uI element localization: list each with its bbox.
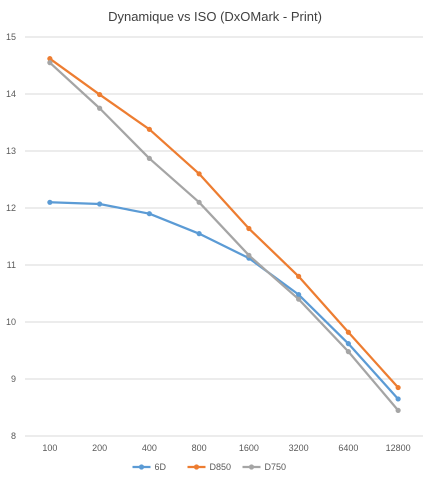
data-point [296, 273, 302, 279]
legend-item-d850: D850 [187, 462, 232, 472]
data-point [97, 201, 103, 207]
data-point [345, 329, 351, 335]
x-tick-label: 12800 [386, 443, 411, 453]
data-point [246, 225, 252, 232]
plot-area [47, 56, 401, 413]
chart-title: Dynamique vs ISO (DxOMark - Print) [108, 9, 322, 24]
series-line [48, 57, 400, 389]
chart-grid [25, 36, 423, 437]
data-point [345, 349, 351, 355]
data-point [47, 56, 53, 62]
data-point [146, 126, 152, 132]
legend-marker [248, 464, 255, 470]
series-6d [47, 199, 401, 402]
data-point [97, 105, 103, 111]
data-point [395, 407, 401, 413]
y-tick-label: 11 [7, 260, 16, 270]
data-point [97, 91, 103, 98]
x-tick-label: 400 [142, 443, 157, 453]
legend-label: D750 [265, 462, 287, 472]
data-point [146, 211, 152, 217]
legend: 6D D850 D750 [132, 462, 287, 472]
data-point [196, 231, 202, 237]
legend-label: D850 [210, 462, 232, 472]
y-tick-label: 9 [11, 374, 16, 384]
series-d750 [47, 60, 401, 413]
legend-marker [193, 464, 200, 470]
legend-marker [138, 464, 145, 470]
x-tick-label: 6400 [338, 443, 358, 453]
data-point [47, 199, 53, 205]
data-point [296, 296, 302, 302]
data-point [47, 60, 53, 66]
legend-item-d750: D750 [242, 462, 287, 472]
data-point [345, 341, 351, 347]
legend-label: 6D [155, 462, 167, 472]
x-tick-label: 3200 [289, 443, 309, 453]
x-tick-label: 100 [42, 443, 57, 453]
data-point [395, 384, 401, 391]
data-point [196, 199, 202, 205]
series-line [48, 201, 400, 401]
series-d850 [47, 56, 401, 391]
data-point [246, 252, 252, 258]
data-point [395, 396, 401, 402]
y-tick-label: 10 [6, 317, 16, 327]
data-point [146, 155, 152, 162]
x-tick-label: 1600 [239, 443, 259, 453]
x-tick-label: 200 [92, 443, 107, 453]
y-tick-label: 15 [6, 32, 16, 42]
x-axis: 100 200 400 800 1600 3200 6400 12800 [42, 443, 410, 453]
data-point [296, 292, 302, 298]
y-axis: 8 9 10 11 12 13 14 15 [6, 32, 16, 441]
y-tick-label: 12 [6, 203, 16, 213]
x-tick-label: 800 [192, 443, 207, 453]
series-line [48, 61, 400, 412]
y-tick-label: 14 [6, 89, 16, 99]
legend-item-6d: 6D [132, 462, 167, 472]
y-tick-label: 8 [11, 431, 16, 441]
y-tick-label: 13 [6, 146, 16, 156]
data-point [196, 171, 202, 177]
